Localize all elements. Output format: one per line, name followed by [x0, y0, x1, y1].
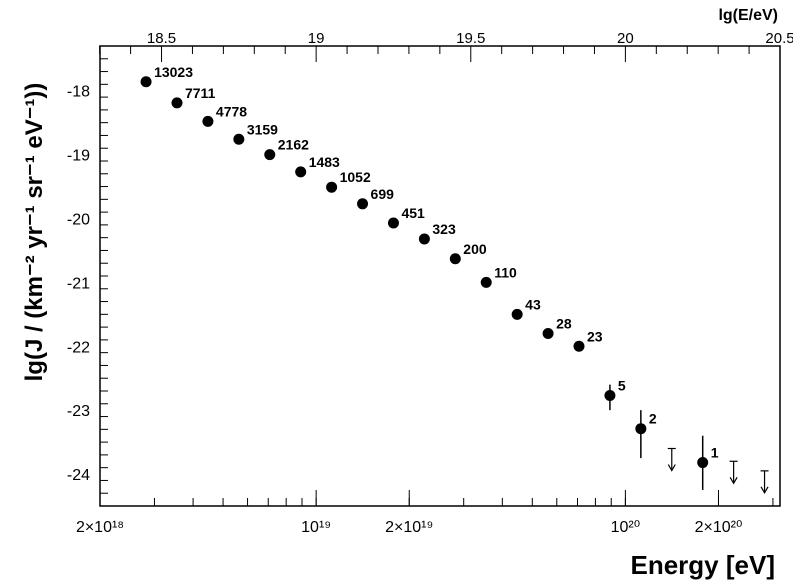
data-point [387, 217, 399, 229]
upper-limit-arrowhead [667, 464, 676, 472]
plot-frame [99, 45, 781, 507]
y-tick-label: -20 [67, 212, 90, 229]
axis-ticks [99, 45, 781, 507]
data-point [418, 233, 430, 245]
y-tick-label: -19 [67, 148, 90, 165]
data-point [480, 276, 492, 288]
event-count-label: 43 [525, 296, 541, 312]
event-count-label: 7711 [185, 85, 216, 101]
top-axis-title: lg(E/eV) [718, 7, 778, 24]
data-point [573, 340, 585, 352]
event-count-label: 1483 [309, 154, 340, 170]
event-count-label: 3159 [247, 121, 278, 137]
event-count-label: 110 [494, 264, 517, 280]
data-point [449, 253, 461, 265]
event-count-label: 1052 [340, 169, 371, 185]
data-point [326, 181, 338, 193]
event-count-label: 13023 [154, 64, 193, 80]
top-tick-label: 20.5 [765, 30, 793, 47]
event-count-label: 2162 [278, 137, 309, 153]
y-tick-label: -21 [67, 275, 90, 292]
event-count-label: 4778 [216, 103, 247, 119]
tick-labels: 2×10¹⁸ 10¹⁹ 2×10¹⁹ 10²⁰ 2×10²⁰ 18.5 19 19.5 20 20… [67, 30, 793, 536]
event-count-label: 200 [463, 241, 487, 257]
event-count-label: 2 [649, 411, 657, 427]
event-count-label: 5 [618, 377, 626, 393]
data-point [171, 97, 183, 109]
x-tick-label: 2×10¹⁸ [76, 519, 124, 536]
event-count-label: 23 [587, 328, 603, 344]
event-count-label: 28 [556, 316, 572, 332]
data-point [635, 423, 647, 435]
data-point [202, 115, 214, 127]
top-tick-label: 19.5 [456, 30, 485, 47]
x-tick-label: 10²⁰ [611, 519, 641, 536]
data-point [697, 457, 709, 469]
data-point [511, 308, 523, 320]
y-tick-label: -23 [67, 403, 90, 420]
event-count-label: 323 [432, 221, 456, 237]
data-point [264, 149, 276, 161]
data-point [295, 166, 307, 178]
event-count-label: 699 [371, 186, 395, 202]
upper-limit-arrowhead [760, 486, 769, 495]
data-point [233, 133, 245, 145]
x-tick-label: 2×10¹⁹ [385, 519, 433, 536]
top-tick-label: 19 [308, 30, 325, 47]
x-axis-title: Energy [eV] [631, 550, 776, 580]
upper-limit-arrowhead [729, 476, 738, 485]
x-tick-label: 10¹⁹ [301, 519, 331, 536]
top-tick-label: 18.5 [147, 30, 176, 47]
event-count-label: 1 [711, 445, 719, 461]
y-tick-label: -24 [67, 467, 90, 484]
y-tick-label: -22 [67, 339, 90, 356]
data-point [140, 76, 152, 88]
x-tick-label: 2×10²⁰ [695, 519, 743, 536]
y-axis-title: lg(J / (km⁻² yr⁻¹ sr⁻¹ eV⁻¹)) [21, 83, 48, 382]
data-point [542, 328, 554, 339]
data-point [604, 389, 616, 401]
event-count-label: 451 [401, 205, 425, 221]
data-point [357, 198, 369, 210]
top-tick-label: 20 [617, 30, 634, 47]
y-tick-label: -18 [67, 84, 90, 101]
